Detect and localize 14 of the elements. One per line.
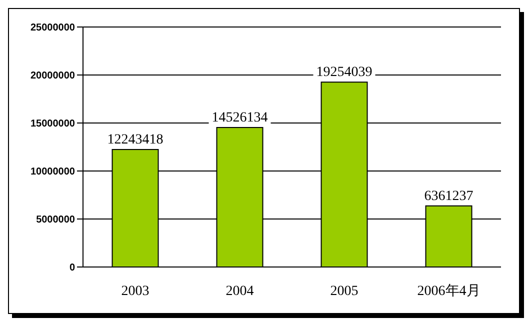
x-tick-label: 2006年4月 [417, 282, 480, 299]
data-label: 19254039 [316, 65, 372, 80]
y-tick-label: 10000000 [30, 166, 76, 178]
x-tick-label: 2004 [226, 284, 254, 299]
data-label: 12243418 [107, 132, 164, 148]
data-label: 6361237 [424, 188, 474, 204]
x-tick-label: 2005 [330, 284, 358, 299]
y-tick-label: 0 [69, 262, 76, 274]
x-tick-label: 2003 [121, 284, 150, 299]
y-tick-label: 15000000 [30, 118, 76, 130]
y-tick-label: 20000000 [30, 70, 76, 82]
data-label: 14526134 [212, 110, 268, 126]
y-tick-label: 5000000 [36, 214, 76, 226]
y-tick-label: 25000000 [30, 22, 76, 34]
